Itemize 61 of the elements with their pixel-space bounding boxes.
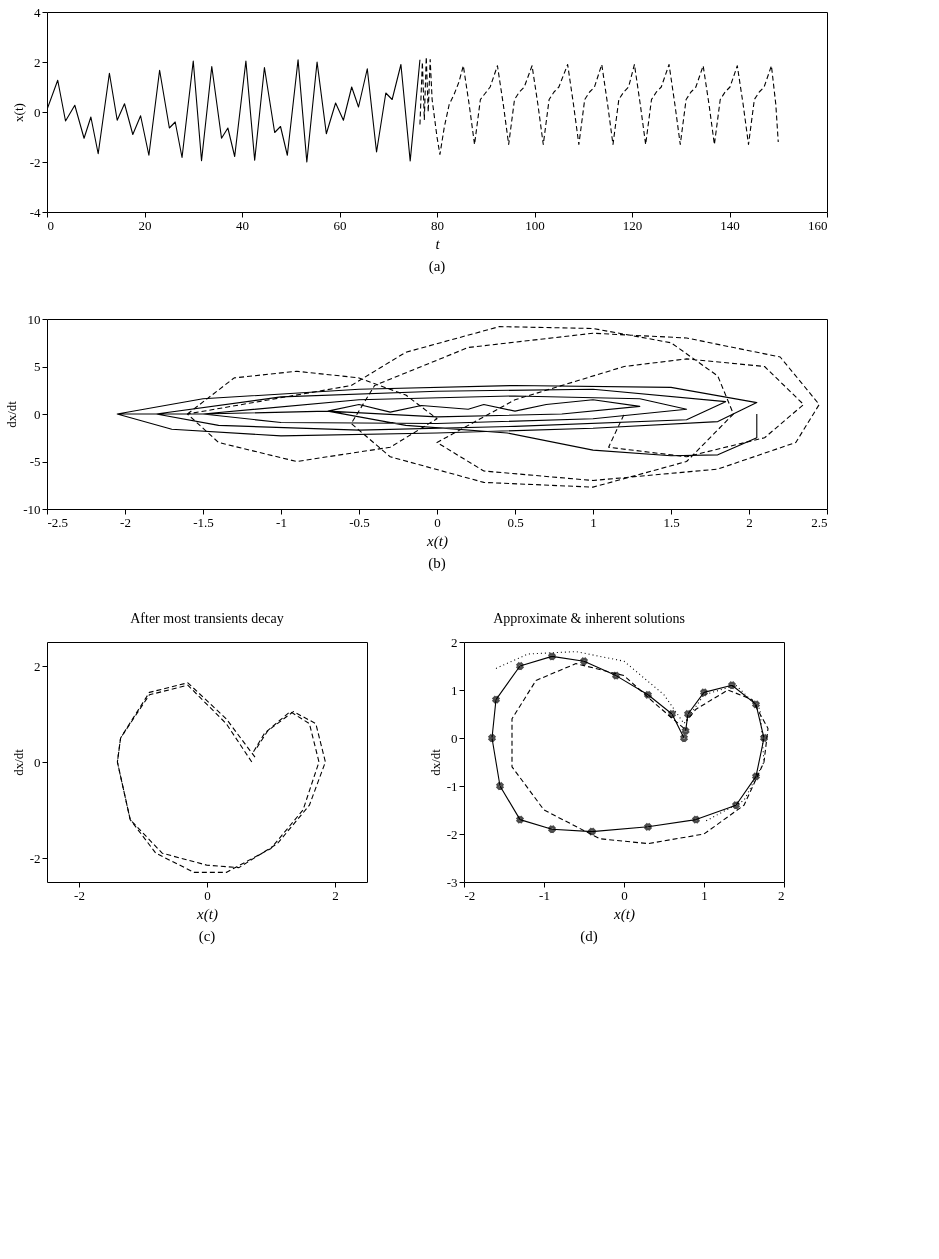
x-tick-label: -2 (120, 514, 131, 530)
x-tick-label: 140 (720, 217, 740, 233)
y-axis-title: x(t) (10, 103, 26, 122)
x-tick-label: 0 (621, 887, 628, 903)
x-axis-title: x(t) (613, 905, 635, 923)
x-axis-title: x(t) (426, 532, 448, 550)
text: (a) (428, 258, 446, 275)
y-tick-label: 0 (451, 730, 458, 746)
x-tick-label: 0 (204, 887, 211, 903)
x-tick-label: -0.5 (349, 514, 370, 530)
y-tick-label: -1 (446, 778, 458, 794)
x-tick-label: 1.5 (663, 514, 680, 530)
x-tick-label: 0.5 (507, 514, 524, 530)
text: (b) (428, 555, 446, 572)
chart-title: After most transients decay (130, 611, 284, 626)
x-tick-label: 2 (778, 887, 785, 903)
y-tick-label: 4 (34, 4, 41, 20)
y-tick-label: 10 (27, 311, 41, 327)
x-tick-label: 100 (525, 217, 545, 233)
y-tick-label: -10 (23, 501, 41, 517)
x-tick-label: -2.5 (47, 514, 69, 530)
y-tick-label: -5 (29, 454, 41, 469)
x-tick-label: 2 (332, 887, 339, 903)
y-tick-label: 1 (451, 682, 458, 698)
x-axis-title: t (435, 235, 441, 252)
y-tick-label: -2 (29, 154, 41, 170)
y-tick-label: 0 (34, 406, 41, 422)
x-tick-label: -1 (539, 887, 550, 903)
x-tick-label: 2 (746, 514, 753, 530)
y-tick-label: 5 (34, 359, 41, 374)
y-axis-title: dx/dt (427, 748, 443, 776)
y-tick-label: 0 (34, 104, 41, 120)
y-tick-label: 0 (34, 754, 41, 770)
x-tick-label: 0 (47, 217, 54, 233)
text: (d) (580, 928, 598, 945)
x-tick-label: 160 (808, 217, 828, 233)
x-tick-label: 1 (701, 887, 708, 903)
x-tick-label: 0 (434, 514, 441, 530)
x-tick-label: -1 (276, 514, 287, 530)
x-tick-label: -2 (74, 887, 85, 903)
y-tick-label: -2 (29, 850, 41, 866)
x-tick-label: -2 (464, 887, 476, 903)
y-tick-label: 2 (34, 54, 41, 70)
x-tick-label: -1.5 (193, 514, 214, 530)
y-axis-title: dx/dt (4, 400, 20, 428)
y-tick-label: -4 (29, 204, 41, 220)
y-axis-title: dx/dt (10, 748, 26, 776)
x-tick-label: 1 (590, 514, 597, 530)
text: (c) (198, 928, 216, 945)
x-axis-title: x(t) (196, 905, 218, 923)
x-tick-label: 120 (622, 217, 643, 233)
x-tick-label: 40 (236, 217, 249, 233)
x-tick-label: 2.5 (811, 514, 828, 530)
chart-title: Approximate & inherent solutions (493, 611, 685, 626)
y-tick-label: -3 (446, 874, 458, 890)
y-tick-label: 2 (451, 634, 458, 650)
x-tick-label: 60 (333, 217, 347, 233)
y-tick-label: -2 (446, 826, 458, 842)
y-tick-label: 2 (34, 658, 41, 674)
x-tick-label: 80 (431, 217, 444, 233)
x-tick-label: 20 (138, 217, 152, 233)
